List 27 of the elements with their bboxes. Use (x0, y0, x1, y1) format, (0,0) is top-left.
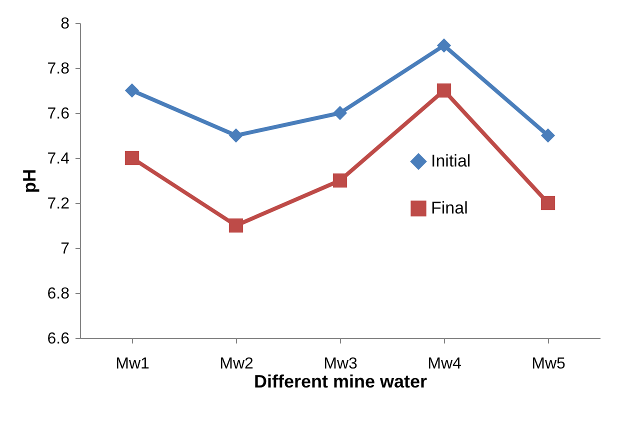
point (540, 196, 556, 210)
x-tick-label: Mw3 (324, 356, 358, 372)
point (540, 128, 556, 143)
y-tick-label: 8 (60, 16, 70, 32)
legend-label: Initial (431, 152, 471, 170)
y-tick-label: 7.6 (47, 106, 70, 122)
x-axis-title: Different mine water (254, 372, 428, 392)
y-tick-label: 6.8 (47, 286, 70, 302)
x-tick-label: Mw4 (428, 356, 462, 372)
y-tick-label: 7.8 (47, 60, 70, 78)
x-tick-label: Mw2 (220, 356, 254, 372)
point (124, 150, 140, 166)
y-tick-label: 7 (60, 240, 70, 258)
y-tick-label: 6.6 (47, 330, 70, 348)
x-tick-label: Mw5 (532, 356, 566, 372)
x-tick-label: Mw1 (116, 356, 150, 372)
point (228, 128, 244, 143)
point (436, 38, 452, 53)
y-tick-label: 7.2 (47, 196, 70, 212)
point (228, 218, 244, 233)
legend-label: Final (431, 198, 468, 218)
y-axis-title: pH (19, 169, 40, 193)
point (332, 106, 348, 120)
y-tick-label: 7.4 (47, 150, 70, 168)
point (332, 173, 348, 188)
point (124, 83, 140, 98)
point (436, 83, 452, 98)
